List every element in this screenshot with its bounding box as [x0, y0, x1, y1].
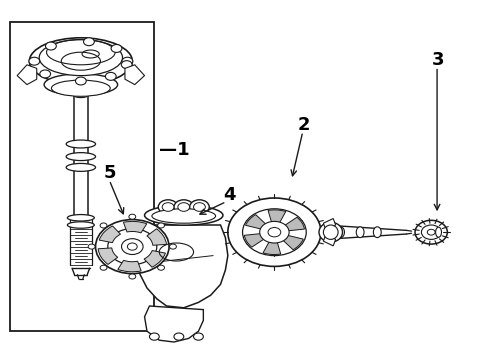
Circle shape	[88, 244, 95, 249]
Polygon shape	[135, 225, 228, 308]
Circle shape	[158, 265, 165, 270]
Ellipse shape	[66, 153, 96, 161]
Circle shape	[105, 72, 116, 80]
Circle shape	[174, 200, 194, 214]
Circle shape	[158, 200, 178, 214]
Ellipse shape	[67, 215, 94, 221]
Circle shape	[178, 203, 190, 211]
Ellipse shape	[337, 227, 344, 238]
Circle shape	[96, 220, 169, 274]
Wedge shape	[123, 221, 147, 233]
Circle shape	[122, 239, 143, 255]
Circle shape	[243, 209, 306, 256]
Circle shape	[260, 221, 289, 243]
Bar	[10, 22, 154, 331]
Ellipse shape	[356, 227, 364, 238]
Polygon shape	[145, 306, 203, 342]
Circle shape	[100, 223, 107, 228]
Wedge shape	[98, 248, 118, 264]
Wedge shape	[118, 260, 141, 272]
Ellipse shape	[323, 225, 338, 239]
Circle shape	[170, 244, 176, 249]
Text: 5: 5	[104, 164, 117, 182]
Ellipse shape	[44, 74, 118, 95]
Circle shape	[83, 38, 94, 46]
Circle shape	[46, 42, 56, 50]
Ellipse shape	[66, 140, 96, 148]
Circle shape	[427, 229, 435, 235]
Polygon shape	[17, 65, 37, 85]
Text: 3: 3	[432, 51, 445, 69]
Ellipse shape	[152, 209, 216, 223]
Circle shape	[190, 200, 209, 214]
Circle shape	[174, 333, 184, 340]
Wedge shape	[263, 241, 281, 255]
Circle shape	[127, 243, 137, 250]
Circle shape	[29, 57, 40, 65]
Ellipse shape	[67, 222, 94, 228]
Polygon shape	[323, 219, 336, 230]
Circle shape	[75, 77, 86, 85]
Wedge shape	[268, 210, 286, 223]
Circle shape	[421, 225, 441, 239]
Ellipse shape	[51, 80, 110, 96]
Ellipse shape	[29, 38, 132, 85]
Wedge shape	[99, 226, 121, 243]
Circle shape	[129, 214, 136, 219]
Polygon shape	[125, 65, 145, 85]
Circle shape	[149, 333, 159, 340]
Circle shape	[100, 265, 107, 270]
Ellipse shape	[66, 163, 96, 171]
Wedge shape	[147, 229, 167, 245]
Ellipse shape	[319, 222, 343, 242]
Wedge shape	[144, 251, 166, 267]
Polygon shape	[323, 234, 336, 246]
Ellipse shape	[145, 205, 223, 225]
Circle shape	[158, 223, 165, 228]
Wedge shape	[283, 235, 303, 250]
Text: —1: —1	[159, 141, 190, 159]
Circle shape	[162, 203, 174, 211]
Wedge shape	[245, 234, 265, 247]
Circle shape	[122, 61, 132, 69]
Ellipse shape	[39, 40, 122, 76]
Ellipse shape	[373, 227, 381, 238]
Circle shape	[111, 45, 122, 53]
Wedge shape	[245, 215, 266, 229]
Text: 4: 4	[223, 186, 236, 204]
Circle shape	[194, 203, 205, 211]
Circle shape	[415, 220, 447, 244]
Text: 2: 2	[298, 116, 311, 134]
Circle shape	[122, 57, 133, 65]
Circle shape	[40, 70, 50, 78]
Ellipse shape	[74, 93, 88, 98]
Ellipse shape	[436, 227, 441, 237]
Wedge shape	[284, 217, 304, 231]
Circle shape	[194, 333, 203, 340]
Circle shape	[268, 228, 281, 237]
Circle shape	[108, 229, 157, 265]
Circle shape	[129, 274, 136, 279]
Circle shape	[228, 198, 321, 266]
